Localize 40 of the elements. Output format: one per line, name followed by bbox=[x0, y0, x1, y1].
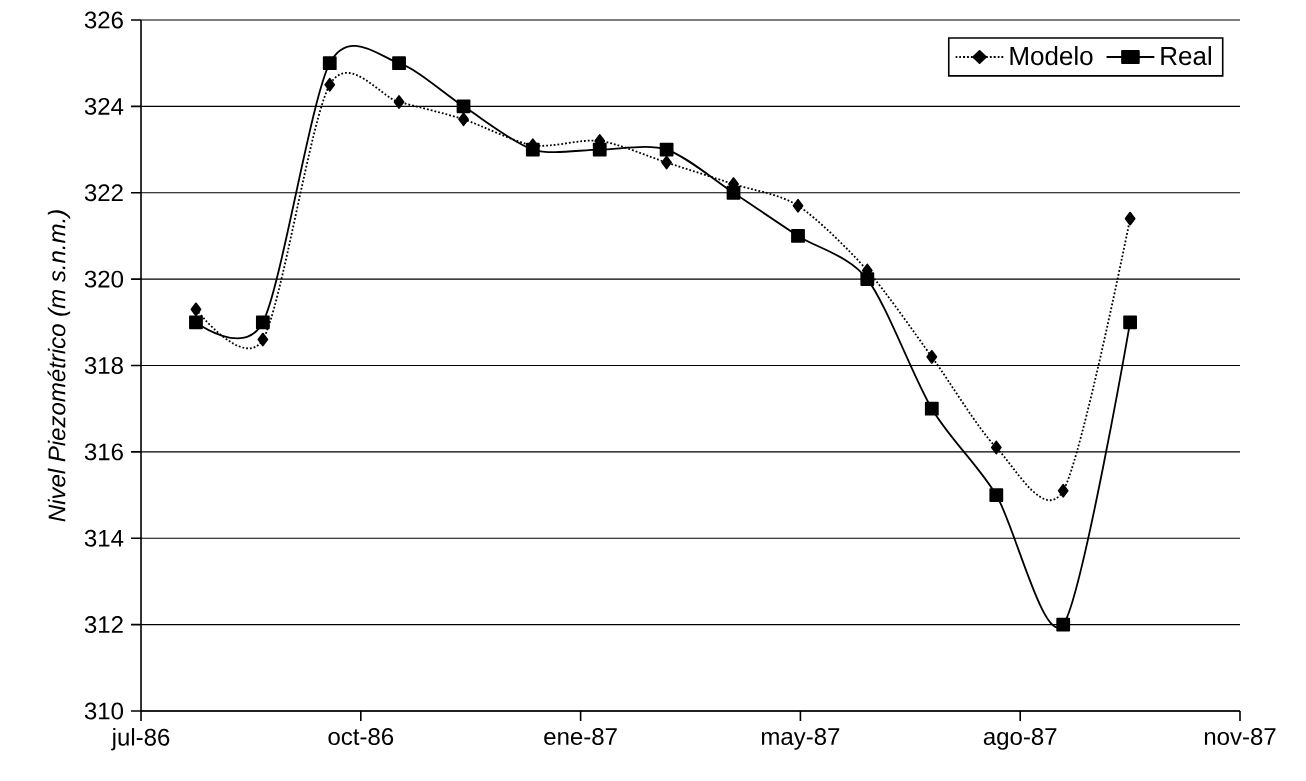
point bbox=[1056, 617, 1071, 632]
point bbox=[257, 332, 269, 347]
x-tick-label: oct-86 bbox=[328, 728, 394, 746]
point bbox=[659, 142, 674, 157]
point bbox=[1057, 483, 1069, 498]
y-tick-label: 318 bbox=[84, 357, 123, 374]
x-tick-label: ene-87 bbox=[544, 728, 617, 746]
y-tick-label: 316 bbox=[84, 443, 123, 461]
x-tick-label: nov-87 bbox=[1204, 728, 1276, 746]
point bbox=[791, 229, 805, 243]
y-tick-label: 310 bbox=[84, 702, 124, 720]
x-tick-label: may-87 bbox=[761, 728, 840, 750]
y-tick-label: 312 bbox=[84, 616, 123, 634]
legend-label: Real bbox=[1161, 46, 1211, 66]
point bbox=[1124, 211, 1136, 226]
point bbox=[324, 77, 336, 92]
point bbox=[926, 349, 938, 364]
y-tick-label: 326 bbox=[84, 11, 123, 29]
y-tick-label: 324 bbox=[84, 97, 124, 115]
point bbox=[792, 198, 804, 213]
point bbox=[989, 488, 1004, 502]
y-tick-label: 314 bbox=[84, 529, 124, 547]
legend-label: Modelo bbox=[1010, 46, 1093, 66]
y-tick-label: 322 bbox=[84, 184, 123, 202]
point bbox=[393, 95, 405, 109]
point bbox=[190, 302, 202, 317]
point bbox=[458, 112, 469, 127]
point bbox=[322, 56, 337, 71]
point bbox=[392, 56, 406, 71]
x-tick-label: ago-87 bbox=[983, 728, 1057, 750]
point bbox=[255, 315, 270, 330]
point bbox=[990, 440, 1002, 455]
point bbox=[189, 315, 203, 330]
y-tick-label: 320 bbox=[84, 270, 124, 288]
point bbox=[924, 401, 939, 416]
point bbox=[1123, 315, 1137, 330]
x-tick-label: jul-86 bbox=[111, 728, 170, 751]
point bbox=[456, 99, 471, 114]
point bbox=[661, 155, 673, 170]
y-axis-title: Nivel Piezométrico (m s.n.m.) bbox=[47, 210, 71, 522]
